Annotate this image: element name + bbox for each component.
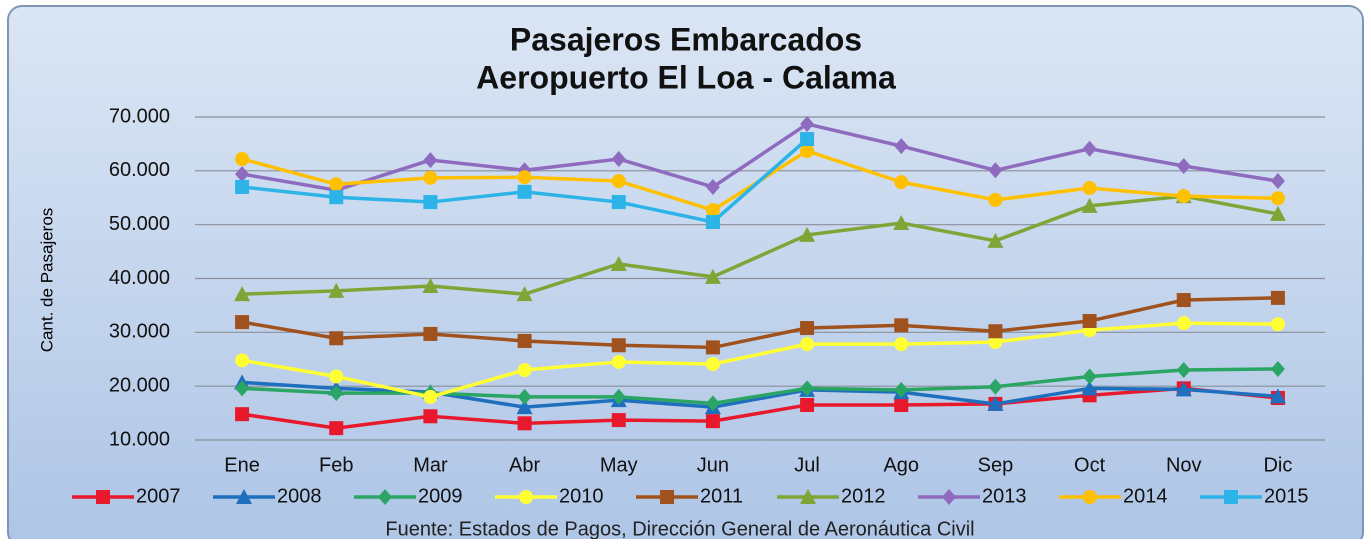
marker	[423, 390, 437, 404]
x-tick-label: Ene	[224, 454, 260, 476]
x-tick-label: Sep	[978, 454, 1014, 476]
marker	[800, 321, 814, 335]
marker	[894, 398, 908, 412]
marker	[423, 409, 437, 423]
marker	[518, 416, 532, 430]
legend-marker	[1083, 490, 1097, 504]
marker	[329, 177, 343, 191]
x-tick-label: Abr	[509, 454, 540, 476]
y-tick-label: 50.000	[109, 213, 170, 235]
x-tick-label: Oct	[1074, 454, 1106, 476]
marker	[235, 152, 249, 166]
legend-marker	[519, 490, 533, 504]
marker	[988, 193, 1002, 207]
marker	[1271, 191, 1285, 205]
marker	[894, 337, 908, 351]
marker	[235, 407, 249, 421]
marker	[612, 174, 626, 188]
marker	[894, 318, 908, 332]
y-tick-label: 30.000	[109, 321, 170, 343]
chart-title: Pasajeros Embarcados	[510, 21, 862, 57]
marker	[518, 334, 532, 348]
legend-label: 2011	[700, 485, 743, 507]
y-tick-label: 10.000	[109, 428, 170, 450]
marker	[706, 215, 720, 229]
legend-marker	[96, 490, 110, 504]
marker	[235, 180, 249, 194]
legend-label: 2009	[418, 485, 463, 507]
y-tick-label: 60.000	[109, 159, 170, 181]
marker	[423, 195, 437, 209]
y-tick-label: 40.000	[109, 267, 170, 289]
source-note: Fuente: Estados de Pagos, Dirección Gene…	[385, 518, 974, 539]
marker	[1177, 316, 1191, 330]
chart-subtitle: Aeropuerto El Loa - Calama	[476, 59, 896, 95]
marker	[235, 315, 249, 329]
marker	[329, 369, 343, 383]
marker	[423, 327, 437, 341]
marker	[706, 340, 720, 354]
x-tick-label: Nov	[1166, 454, 1202, 476]
marker	[894, 175, 908, 189]
legend-label: 2013	[982, 485, 1027, 507]
marker	[612, 195, 626, 209]
legend-marker	[1224, 490, 1238, 504]
marker	[518, 363, 532, 377]
marker	[988, 324, 1002, 338]
marker	[329, 190, 343, 204]
x-tick-label: Ago	[883, 454, 919, 476]
legend-label: 2015	[1264, 485, 1309, 507]
marker	[235, 353, 249, 367]
y-tick-label: 20.000	[109, 374, 170, 396]
marker	[612, 338, 626, 352]
x-tick-label: May	[600, 454, 638, 476]
marker	[612, 355, 626, 369]
chart: Pasajeros Embarcados Aeropuerto El Loa -…	[0, 0, 1371, 539]
marker	[423, 171, 437, 185]
marker	[706, 414, 720, 428]
marker	[1177, 293, 1191, 307]
marker	[518, 185, 532, 199]
legend-marker	[660, 490, 674, 504]
x-tick-label: Jul	[794, 454, 820, 476]
page: Pasajeros Embarcados Aeropuerto El Loa -…	[0, 0, 1371, 544]
marker	[800, 132, 814, 146]
legend-label: 2007	[136, 485, 181, 507]
y-tick-label: 70.000	[109, 105, 170, 127]
marker	[800, 337, 814, 351]
y-axis-label: Cant. de Pasajeros	[37, 208, 56, 353]
x-tick-label: Jun	[697, 454, 729, 476]
marker	[1083, 314, 1097, 328]
legend-label: 2008	[277, 485, 322, 507]
marker	[1083, 181, 1097, 195]
marker	[329, 331, 343, 345]
x-tick-label: Mar	[413, 454, 448, 476]
legend-label: 2012	[841, 485, 886, 507]
marker	[518, 170, 532, 184]
marker	[612, 413, 626, 427]
marker	[800, 398, 814, 412]
marker	[1271, 291, 1285, 305]
marker	[1177, 189, 1191, 203]
x-tick-label: Feb	[319, 454, 353, 476]
marker	[1271, 317, 1285, 331]
legend-label: 2010	[559, 485, 604, 507]
marker	[329, 421, 343, 435]
x-tick-label: Dic	[1263, 454, 1292, 476]
legend-label: 2014	[1123, 485, 1168, 507]
marker	[706, 357, 720, 371]
